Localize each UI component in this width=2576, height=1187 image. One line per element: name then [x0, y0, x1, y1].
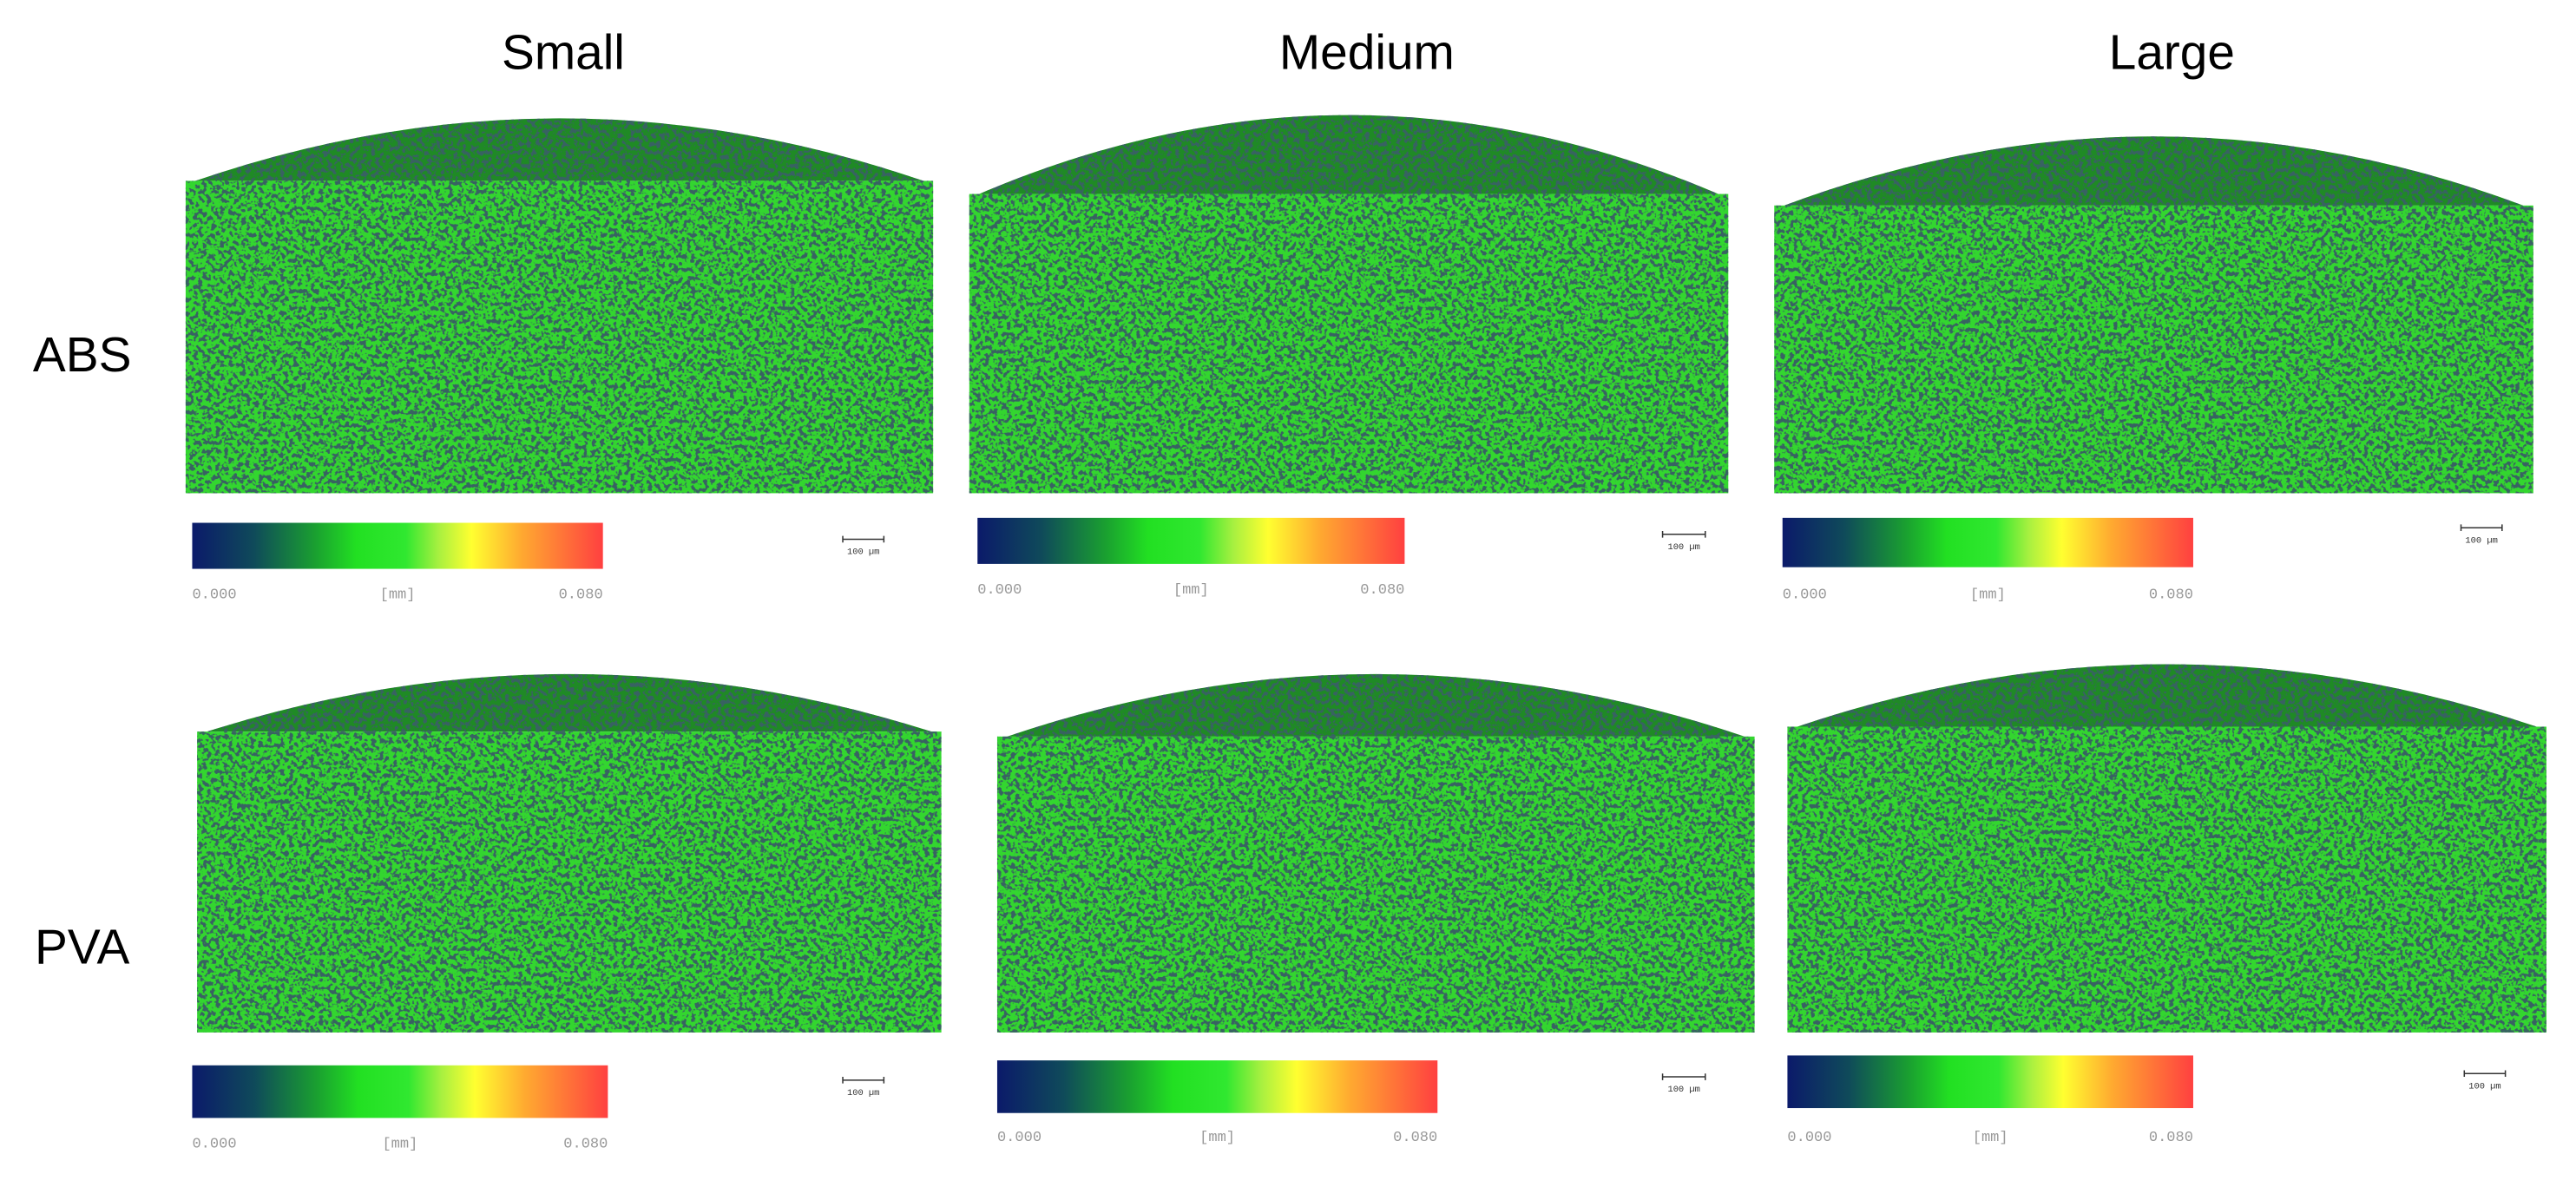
scale-bar [2463, 1070, 2507, 1078]
colorbar-min: 0.000 [1787, 1130, 1831, 1146]
colorbar-min: 0.000 [192, 1137, 236, 1153]
colorbar [996, 1060, 1438, 1113]
pore-face [1787, 726, 2546, 1033]
pore-top [207, 673, 932, 732]
scale-bar-label: 100 µm [847, 1088, 879, 1098]
pore-texture [1774, 136, 2533, 494]
scale-bar [842, 1077, 885, 1084]
ct-panel [969, 115, 1729, 494]
colorbar-unit: [mm] [382, 1137, 417, 1153]
scale-bar-label: 100 µm [1667, 1085, 1699, 1095]
row-label: ABS [33, 328, 132, 383]
colorbar-max: 0.080 [2149, 1130, 2193, 1146]
column-label: Large [2109, 26, 2235, 81]
pore-top [1797, 664, 2537, 727]
ct-panel [1774, 136, 2533, 494]
pore-face [1774, 205, 2533, 494]
pore-texture [969, 115, 1729, 494]
pore-top [979, 115, 1718, 194]
scale-bar [1661, 531, 1706, 538]
scale-bar-label: 100 µm [847, 548, 879, 558]
colorbar-min: 0.000 [192, 587, 236, 604]
pore-texture [185, 118, 934, 494]
colorbar-min: 0.000 [977, 582, 1022, 599]
colorbar-unit: [mm] [1973, 1130, 2008, 1146]
pore-texture [1787, 664, 2546, 1033]
colorbar-max: 0.080 [1393, 1130, 1437, 1146]
row-label: PVA [35, 920, 129, 974]
pore-top [1784, 136, 2524, 206]
scale-bar-label: 100 µm [2465, 535, 2497, 546]
colorbar-max: 0.080 [1360, 582, 1404, 599]
ct-panel [197, 673, 942, 1033]
colorbar-max: 0.080 [559, 587, 603, 604]
ct-panel [185, 118, 934, 494]
scale-bar-label: 100 µm [2468, 1081, 2500, 1092]
scale-bar [1661, 1073, 1706, 1080]
pore-top [1007, 673, 1745, 737]
colorbar-min: 0.000 [1783, 587, 1827, 604]
pore-face [969, 193, 1729, 494]
colorbar [1787, 1055, 2193, 1109]
pore-texture [197, 673, 942, 1033]
colorbar [192, 522, 603, 569]
scale-bar [842, 535, 885, 543]
scale-bar [2460, 524, 2503, 531]
pore-face [996, 736, 1755, 1033]
pore-texture [996, 673, 1755, 1033]
scale-bar-label: 100 µm [1667, 542, 1699, 553]
colorbar-unit: [mm] [380, 587, 416, 604]
colorbar-max: 0.080 [563, 1137, 608, 1153]
colorbar [192, 1065, 608, 1118]
pore-top [195, 118, 923, 181]
colorbar-unit: [mm] [1173, 582, 1209, 599]
colorbar [1782, 517, 2193, 567]
colorbar [977, 517, 1405, 564]
column-label: Medium [1279, 26, 1455, 81]
colorbar-unit: [mm] [1970, 587, 2006, 604]
pore-face [197, 731, 942, 1033]
pore-face [185, 180, 934, 494]
ct-panel [1787, 664, 2546, 1033]
colorbar-min: 0.000 [997, 1130, 1042, 1146]
colorbar-unit: [mm] [1199, 1130, 1235, 1146]
ct-panel [996, 673, 1755, 1033]
colorbar-max: 0.080 [2149, 587, 2193, 604]
column-label: Small [502, 26, 625, 81]
